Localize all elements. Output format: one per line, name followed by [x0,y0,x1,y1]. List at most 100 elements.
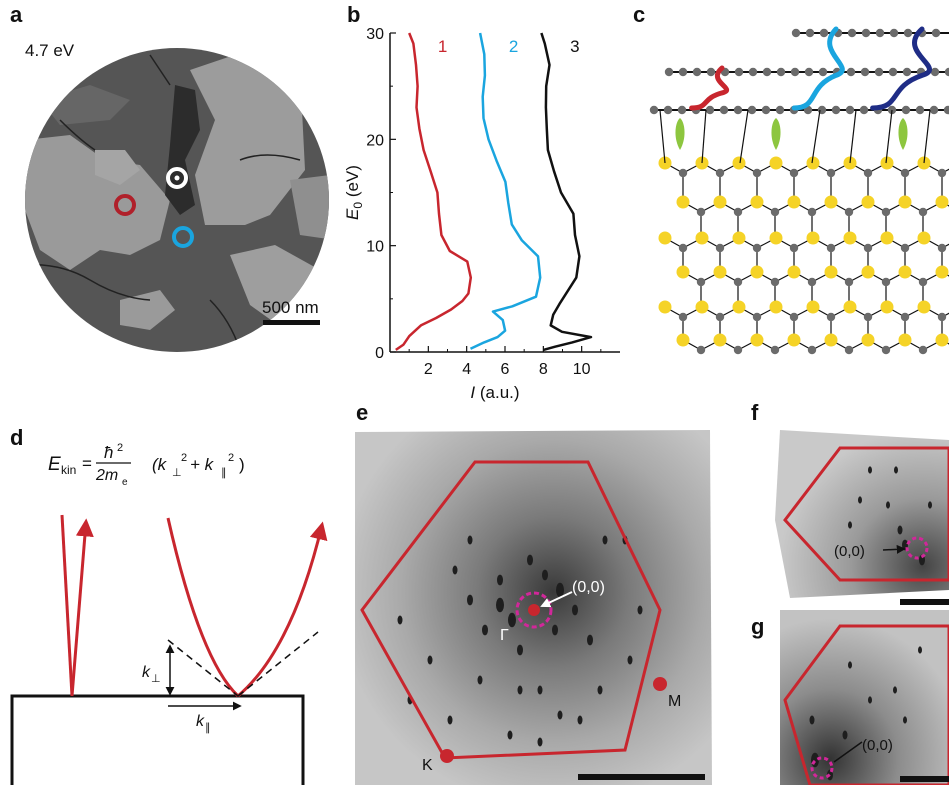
k-perp-label: k [142,664,151,681]
dashed-left [167,639,239,697]
lattice-atom-yellow [713,195,727,209]
diffraction-spot [602,535,608,545]
white-marker [166,167,188,189]
lattice-atom-yellow [676,195,690,209]
origin-ring-e [515,591,553,629]
diffraction-spot [527,554,533,566]
lattice-atom-grey [733,207,743,217]
normal-incidence-out [70,518,94,697]
scalebar-e [578,774,705,780]
kinetic-energy-equation: E kin = ħ 2 2m e (k ⊥ 2 + k ∥ 2 ) [48,442,245,488]
lattice-atom-yellow [880,300,894,314]
diffraction-spot [928,501,932,509]
lattice-atom-yellow [843,300,857,314]
eq-par-sub: ∥ [221,467,227,479]
lattice-atom-yellow [917,300,931,314]
scalebar-f [900,599,949,605]
diffraction-spot [809,715,815,725]
lattice-atom-grey [678,168,688,178]
eq-hbar: ħ [104,443,113,462]
series-label-2: 2 [509,37,518,56]
carbon-atom [804,67,814,77]
red-marker [114,194,136,216]
carbon-atom [888,67,898,77]
dangling-orbital [675,118,685,150]
k-par-sub: ∥ [205,722,211,734]
panel-label-f: f [751,400,759,425]
diffraction-spot [848,661,852,669]
normal-incidence-in [60,514,74,697]
diffraction-spot [577,715,583,725]
carbon-atom [733,105,743,115]
origin-ring-g [810,756,834,780]
carbon-atom [915,105,925,115]
carbon-atom [747,105,757,115]
lattice-atom-grey [844,207,854,217]
lattice-atom-yellow [861,333,875,347]
blue-marker [172,226,194,248]
carbon-atom [889,28,899,38]
carbon-atom [846,67,856,77]
carbon-atom [943,105,949,115]
lattice-atom-grey [863,243,873,253]
lattice-atom-yellow [732,231,746,245]
lattice-atom-grey [918,277,928,287]
lattice-atom-grey [863,312,873,322]
lattice-atom-grey [900,168,910,178]
eq-sq1: 2 [181,452,187,464]
diffraction-spot [507,730,513,740]
eq-den: 2m [95,467,118,484]
lattice-atom-grey [826,312,836,322]
panel-d: d E kin = ħ 2 2m e (k ⊥ 2 + k ∥ 2 ) k ⊥ … [10,425,328,785]
y-tick-label: 10 [366,239,384,256]
lattice-atom-grey [715,243,725,253]
panel-a: a [10,2,329,352]
lattice-atom-grey [770,345,780,355]
x-tick-label: 4 [462,361,471,378]
lattice-atom-yellow [787,333,801,347]
diffraction-spot [894,466,898,474]
lattice-atom-yellow [935,265,949,279]
k-perp-sub: ⊥ [151,673,161,685]
diffraction-spot [557,710,563,720]
iv-chart: 0 10 20 30 2 4 6 8 10 I (a.u.) E0 (eV) 1 2 3 [343,26,620,402]
lattice-atom-grey [844,277,854,287]
carbon-atom [706,67,716,77]
carbon-atom [776,67,786,77]
lattice-atom-yellow [676,265,690,279]
leed-pattern-g [780,610,949,785]
diffraction-spot [467,535,473,545]
eq-kperp: (k [152,455,168,474]
eq-sq2: 2 [228,452,234,464]
x-axis-label: I (a.u.) [470,383,519,402]
carbon-atom [930,67,940,77]
carbon-atom [775,105,785,115]
diffraction-spot [627,655,633,665]
lattice-atom-yellow [769,231,783,245]
eq-equals: = [82,454,92,473]
lattice-atom-grey [918,345,928,355]
lattice-atom-grey [789,168,799,178]
series-label-3: 3 [570,37,579,56]
carbon-atom [929,105,939,115]
series-line-2 [469,32,542,350]
origin-label-g: (0,0) [862,737,893,754]
diffraction-spot [508,612,516,628]
lattice-atom-yellow [880,156,894,170]
eq-den-sub: e [122,477,128,488]
lattice-atom-grey [937,312,947,322]
diffraction-spot [556,582,564,598]
dashed-right [237,631,319,697]
carbon-atom [692,67,702,77]
interface-bond [811,109,821,164]
eq-e: E [48,454,61,475]
lattice-atom-grey [807,207,817,217]
carbon-atom [819,28,829,38]
series-label-1: 1 [438,37,447,56]
lattice-atom-grey [789,243,799,253]
lattice-atom-grey [770,207,780,217]
lattice-atom-yellow [695,300,709,314]
carbon-atom [831,105,841,115]
carbon-atom [678,67,688,77]
